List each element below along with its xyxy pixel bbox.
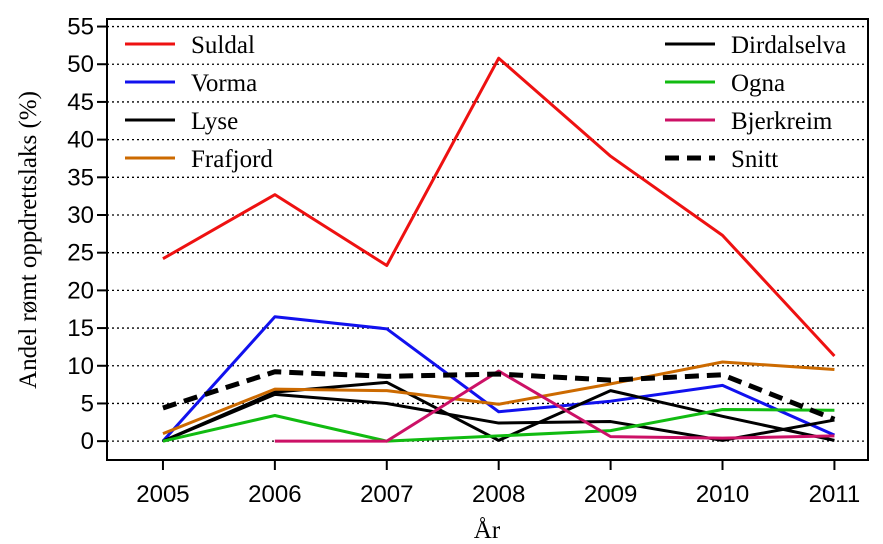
series-line <box>162 380 835 443</box>
legend-label: Snitt <box>731 146 778 173</box>
x-tick-label: 2006 <box>248 481 301 508</box>
y-tick-label: 15 <box>67 315 94 342</box>
x-axis-label: År <box>474 517 501 544</box>
y-axis-label: Andel rømt oppdrettslaks (%) <box>15 91 42 389</box>
series-line <box>162 56 836 357</box>
y-tick-label: 40 <box>67 127 94 154</box>
legend-label: Bjerkreim <box>731 108 833 135</box>
y-tick-label: 50 <box>67 51 94 78</box>
legend-label: Ogna <box>731 70 785 97</box>
series-line <box>162 392 835 443</box>
series-line <box>162 360 835 436</box>
y-tick-label: 25 <box>67 240 94 267</box>
series-line <box>162 369 836 422</box>
legend-label: Vorma <box>191 70 257 97</box>
x-tick-label: 2009 <box>584 481 637 508</box>
y-tick-label: 55 <box>67 14 94 41</box>
y-tick-label: 30 <box>67 202 94 229</box>
legend-label: Lyse <box>191 108 238 135</box>
series-line <box>161 315 836 443</box>
x-tick-label: 2011 <box>809 481 861 508</box>
x-tick-label: 2008 <box>472 481 525 508</box>
y-tick-label: 5 <box>81 390 94 417</box>
y-tick-label: 35 <box>67 164 94 191</box>
x-tick-label: 2005 <box>136 481 189 508</box>
legend-label: Suldal <box>191 32 255 59</box>
y-tick-label: 20 <box>67 277 94 304</box>
x-tick-label: 2010 <box>696 481 749 508</box>
y-tick-label: 10 <box>67 353 94 380</box>
series-line <box>162 407 835 443</box>
legend-label: Frafjord <box>191 146 273 173</box>
y-tick-label: 45 <box>67 89 94 116</box>
legend-label: Dirdalselva <box>731 32 846 59</box>
y-tick-label: 0 <box>81 428 94 455</box>
x-tick-label: 2007 <box>360 481 413 508</box>
plot-frame <box>106 18 869 461</box>
series-line <box>274 369 835 443</box>
